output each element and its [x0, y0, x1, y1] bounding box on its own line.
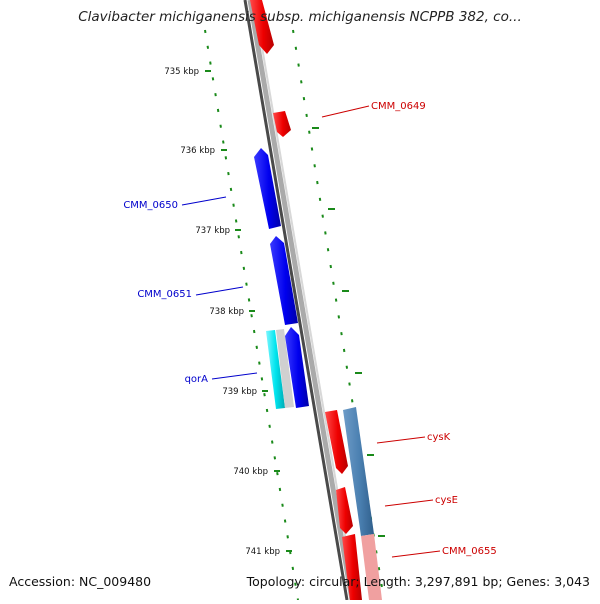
gene-cds-steelblue[interactable] — [343, 407, 374, 536]
gene-cmm0651[interactable] — [270, 236, 298, 325]
scale-label-735: 735 kbp — [164, 67, 199, 77]
label-cmm0655[interactable]: CMM_0655 — [442, 546, 497, 557]
gene-qora[interactable] — [285, 327, 309, 408]
scale-label-739: 739 kbp — [222, 387, 257, 397]
scale-label-741: 741 kbp — [245, 547, 280, 557]
label-cmm0649[interactable]: CMM_0649 — [371, 101, 426, 112]
leader-lines — [181, 105, 441, 558]
scale-label-738: 738 kbp — [209, 307, 244, 317]
scale-labels: 735 kbp 736 kbp 737 kbp 738 kbp 739 kbp … — [164, 67, 280, 557]
gene-cmm0650[interactable] — [254, 148, 281, 229]
genome-summary: Topology: circular; Length: 3,297,891 bp… — [246, 574, 590, 589]
scale-label-737: 737 kbp — [195, 226, 230, 236]
map-title: Clavibacter michiganensis subsp. michiga… — [78, 9, 522, 25]
scale-major-ticks — [205, 70, 385, 552]
label-cmm0651[interactable]: CMM_0651 — [137, 289, 192, 300]
label-cmm0650[interactable]: CMM_0650 — [123, 200, 178, 211]
scale-track-inner — [204, 29, 299, 601]
accession-info: Accession: NC_009480 — [9, 574, 152, 589]
label-cyse[interactable]: cysE — [435, 495, 458, 506]
scale-label-740: 740 kbp — [233, 467, 268, 477]
gene-cmm0649[interactable] — [273, 111, 291, 137]
gene-cmm0655[interactable] — [342, 534, 362, 600]
gene-cyse[interactable] — [336, 487, 353, 534]
gene-qora-rna[interactable] — [266, 330, 285, 409]
gene-labels: CMM_0649 CMM_0650 CMM_0651 qorA cysK cys… — [123, 101, 496, 557]
gene-cysk[interactable] — [325, 410, 348, 474]
gene-forward-top[interactable] — [250, 0, 274, 54]
label-cysk[interactable]: cysK — [427, 432, 451, 443]
label-qora[interactable]: qorA — [185, 374, 209, 385]
gene-qora-gray[interactable] — [276, 329, 294, 408]
scale-label-736: 736 kbp — [180, 146, 215, 156]
gene-cds-pink[interactable] — [361, 534, 382, 600]
